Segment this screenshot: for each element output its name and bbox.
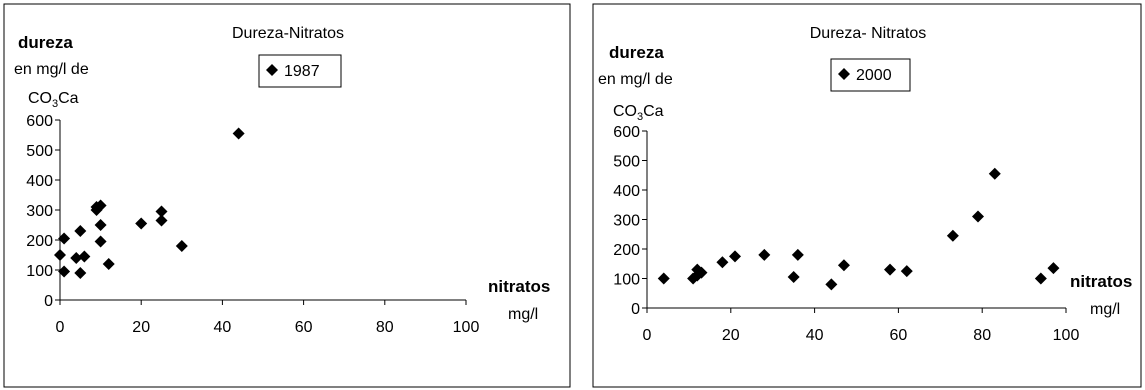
data-point — [58, 232, 71, 245]
y-tick-label: 200 — [26, 233, 53, 250]
y-axis-label-bold: dureza — [609, 43, 664, 62]
legend-label: 2000 — [856, 67, 892, 84]
legend: 2000 — [830, 58, 911, 92]
data-point — [716, 256, 729, 269]
data-point — [155, 205, 168, 218]
x-tick-label: 0 — [643, 327, 652, 344]
x-axis-label-bold: nitratos — [1070, 272, 1132, 291]
data-point — [728, 250, 741, 263]
data-point — [884, 263, 897, 276]
legend: 1987 — [258, 54, 342, 88]
y-tick-label: 0 — [44, 293, 53, 310]
y-axis-label-units: en mg/l de — [14, 61, 89, 78]
y-axis-label-bold: dureza — [18, 33, 73, 52]
data-point — [54, 249, 66, 261]
data-point — [837, 259, 850, 272]
formula-tail: Ca — [58, 90, 79, 107]
data-point — [695, 266, 708, 279]
y-axis-label-units: en mg/l de — [598, 71, 673, 88]
data-point — [94, 199, 107, 212]
x-tick-label: 100 — [1053, 327, 1080, 344]
y-tick-label: 100 — [26, 263, 53, 280]
legend-marker-diamond — [838, 68, 850, 80]
x-axis-label-bold: nitratos — [488, 277, 550, 296]
y-axis-label-formula: CO3Ca — [613, 103, 664, 123]
data-point — [825, 278, 838, 291]
data-point — [58, 265, 71, 278]
y-tick-label: 200 — [613, 242, 640, 259]
data-point — [988, 167, 1001, 180]
data-point — [94, 219, 107, 231]
plot-area: 0 100 200 300 400 500 600 0 20 40 60 80 100 — [26, 113, 479, 336]
data-point — [155, 214, 168, 227]
y-tick-label: 600 — [613, 124, 640, 141]
legend-marker-diamond — [266, 64, 278, 76]
formula-tail: Ca — [643, 103, 664, 120]
data-point — [1034, 272, 1047, 285]
y-axis-label-formula: CO3Ca — [28, 90, 79, 110]
x-tick-label: 40 — [806, 327, 824, 344]
chart-title: Dureza-Nitratos — [232, 25, 344, 42]
x-tick-label: 60 — [295, 319, 313, 336]
x-axis-unit: mg/l — [508, 306, 538, 323]
y-tick-label: 0 — [631, 301, 640, 318]
formula-base: CO — [28, 90, 52, 107]
data-point — [102, 258, 115, 270]
x-tick-label: 20 — [132, 319, 150, 336]
formula-subscript: 3 — [637, 111, 643, 123]
data-point — [787, 271, 800, 284]
y-tick-label: 500 — [613, 154, 640, 171]
data-point — [758, 248, 771, 261]
chart-title: Dureza- Nitratos — [810, 25, 926, 42]
y-tick-label: 600 — [26, 113, 53, 130]
x-tick-label: 0 — [56, 319, 65, 336]
y-tick-label: 300 — [613, 213, 640, 230]
plot-area: 0 100 200 300 400 500 600 0 20 40 60 80 100 — [613, 124, 1079, 344]
data-point — [900, 265, 913, 278]
x-tick-label: 100 — [453, 319, 480, 336]
data-point — [791, 248, 804, 261]
x-axis-unit: mg/l — [1090, 301, 1120, 318]
formula-subscript: 3 — [52, 98, 58, 110]
data-point — [1047, 262, 1060, 275]
y-tick-label: 100 — [613, 272, 640, 289]
data-point — [74, 225, 87, 237]
y-tick-label: 400 — [26, 173, 53, 190]
chart-panel-2000: Dureza- Nitratos dureza en mg/l de CO3Ca… — [592, 3, 1142, 388]
data-point — [972, 210, 985, 223]
x-tick-label: 60 — [890, 327, 908, 344]
data-point — [94, 235, 107, 248]
data-point — [70, 252, 83, 264]
data-point — [657, 272, 670, 285]
y-tick-label: 400 — [613, 183, 640, 200]
data-point — [175, 240, 188, 252]
y-tick-label: 500 — [26, 143, 53, 160]
data-point — [232, 127, 245, 140]
formula-base: CO — [613, 103, 637, 120]
legend-label: 1987 — [284, 63, 320, 80]
x-tick-label: 80 — [973, 327, 991, 344]
chart-panel-1987: Dureza-Nitratos dureza en mg/l de CO3Ca … — [3, 3, 571, 388]
y-tick-label: 300 — [26, 203, 53, 220]
data-point — [946, 229, 959, 242]
x-tick-label: 80 — [376, 319, 394, 336]
data-point — [78, 250, 91, 263]
x-tick-label: 20 — [722, 327, 740, 344]
data-point — [135, 217, 148, 230]
data-point — [74, 267, 87, 279]
x-tick-label: 40 — [214, 319, 232, 336]
